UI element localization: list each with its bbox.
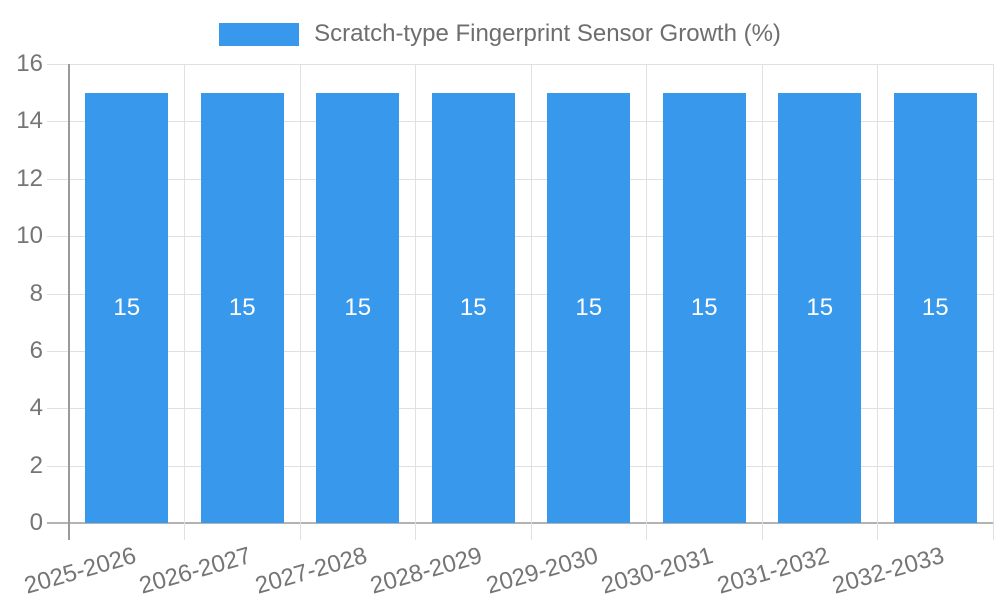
- bar-value-label: 15: [690, 293, 718, 321]
- x-axis-line: [47, 522, 993, 524]
- bar-value-label: 15: [575, 293, 603, 321]
- bar: 15: [778, 92, 862, 523]
- bar-value-label: 15: [228, 293, 256, 321]
- y-tick-label: 10: [16, 222, 43, 250]
- x-axis-tick: [646, 523, 647, 540]
- v-grid-line: [761, 64, 763, 523]
- y-grid-line: [47, 121, 993, 123]
- y-tick-label: 6: [29, 336, 43, 364]
- x-axis-tick: [184, 523, 185, 540]
- y-axis-line: [68, 64, 70, 540]
- x-axis-tick: [877, 523, 878, 540]
- bar-value-label: 15: [113, 293, 141, 321]
- legend-label: Scratch-type Fingerprint Sensor Growth (…: [314, 20, 781, 47]
- plot-area: 0 2 4 6 8 10 12 14 16 15 2025-2026 15 2026-2027 15 202…: [16, 51, 994, 600]
- v-grid-line: [299, 64, 301, 523]
- y-grid-line: [47, 178, 993, 180]
- bar-value-label: 15: [459, 293, 487, 321]
- y-grid-line: [47, 236, 993, 238]
- legend: Scratch-type Fingerprint Sensor Growth (…: [0, 20, 1000, 48]
- x-axis-tick: [299, 523, 301, 540]
- y-grid-line: [47, 408, 993, 410]
- y-tick-label: 4: [29, 394, 43, 422]
- y-tick-label: 14: [16, 107, 43, 135]
- y-tick-label: 0: [29, 509, 43, 536]
- bar: 15: [85, 92, 169, 523]
- bar: 15: [200, 92, 284, 523]
- bar-value-label: 15: [806, 293, 834, 321]
- x-axis-tick: [761, 523, 763, 540]
- v-grid-line: [530, 64, 532, 523]
- bar-value-label: 15: [344, 293, 372, 321]
- y-grid-line: [47, 350, 993, 352]
- x-axis-tick: [530, 523, 532, 540]
- y-grid-line: [47, 64, 993, 65]
- y-tick-label: 12: [16, 164, 43, 192]
- v-grid-line: [877, 64, 878, 523]
- y-grid-line: [47, 465, 993, 467]
- bar: 15: [662, 92, 746, 523]
- v-grid-line: [646, 64, 647, 523]
- v-grid-line: [415, 64, 416, 523]
- y-tick-label: 2: [29, 451, 43, 479]
- bar: 15: [547, 92, 631, 523]
- y-tick-label: 16: [16, 50, 43, 77]
- bar: 15: [431, 92, 515, 523]
- bar-value-label: 15: [921, 293, 949, 321]
- x-axis-tick: [992, 523, 994, 540]
- bar: 15: [893, 92, 977, 523]
- y-tick-label: 8: [29, 279, 43, 307]
- bar: 15: [316, 92, 400, 523]
- v-grid-line: [992, 64, 994, 523]
- y-grid-line: [47, 293, 993, 295]
- x-axis-tick: [415, 523, 416, 540]
- v-grid-line: [184, 64, 185, 523]
- legend-swatch: [219, 22, 300, 46]
